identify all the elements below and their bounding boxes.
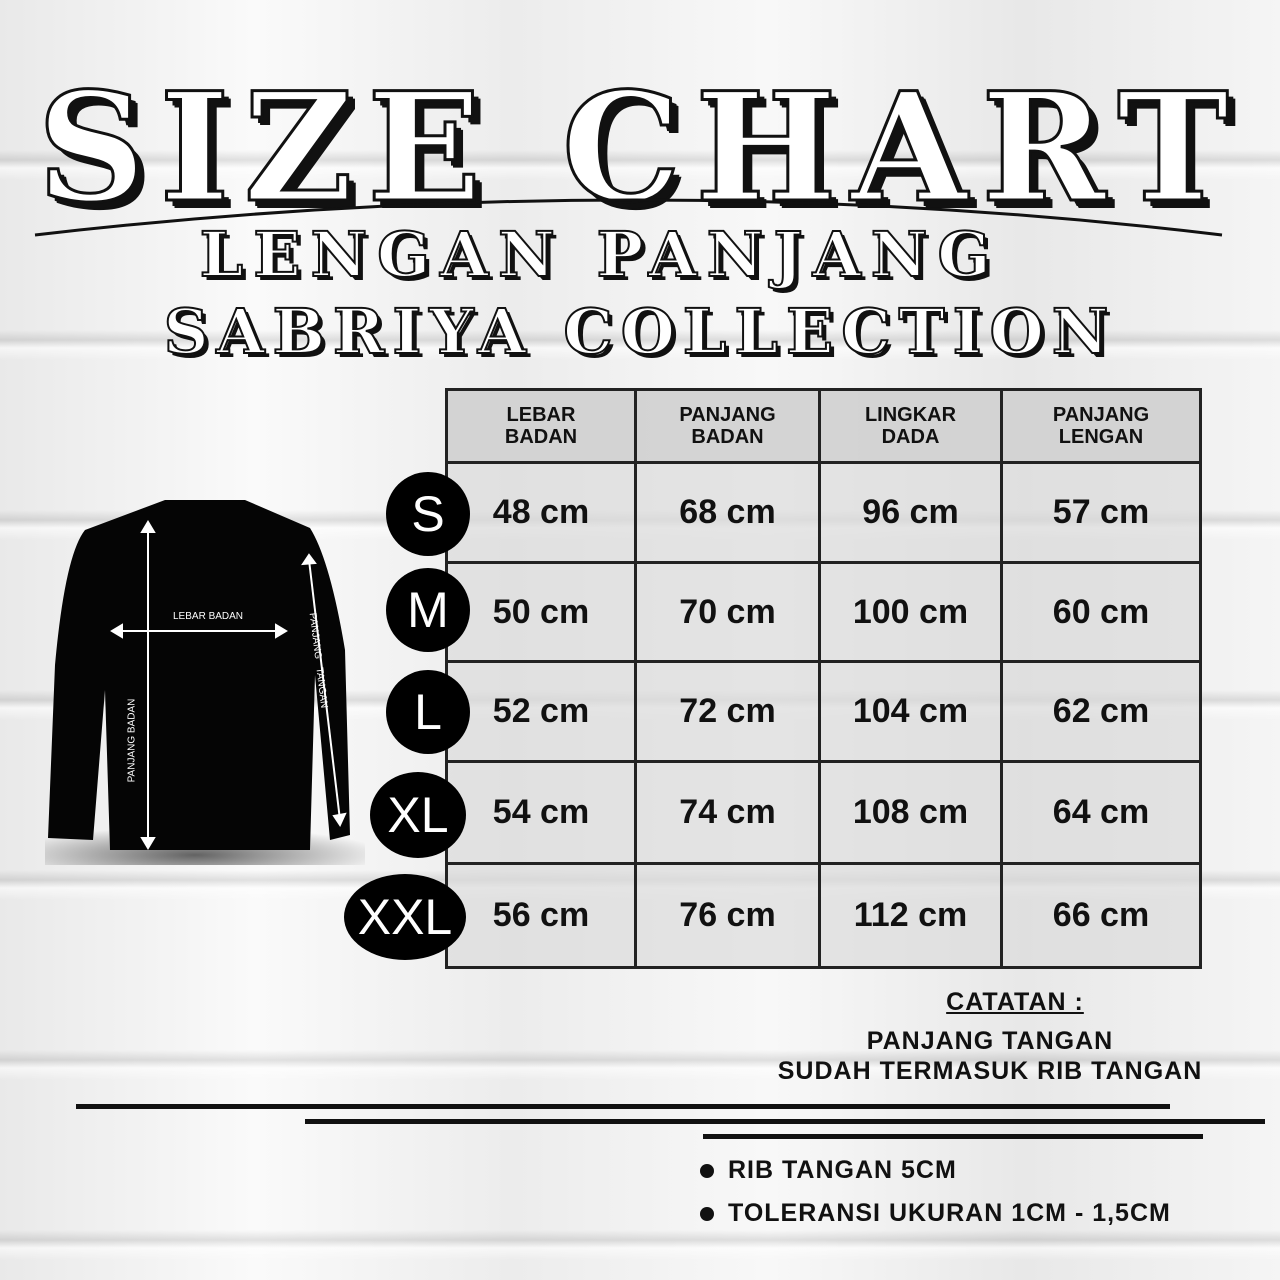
shirt-diagram: LEBAR BADAN PANJANG BADAN PANJANG TANGAN [5,500,385,883]
subtitle-lengan-panjang: LENGAN PANJANG [199,217,1001,292]
table-header-row: LEBAR BADAN PANJANG BADAN LINGKAR DADA PANJ… [445,388,1202,464]
table-cell: 50 cm [445,561,637,663]
table-cell: 108 cm [818,760,1003,865]
column-header: LEBAR BADAN [445,388,637,464]
column-header: PANJANG LENGAN [1000,388,1202,464]
size-badge-l: L [386,670,470,754]
table-cell: 56 cm [445,862,637,969]
bullet-text: TOLERANSI UKURAN 1CM - 1,5CM [728,1199,1171,1227]
title-underline-arc [34,198,1223,237]
size-badge-s: S [386,472,470,556]
table-cell: 48 cm [445,461,637,564]
bullet-text: RIB TANGAN 5CM [728,1156,957,1184]
size-table: LEBAR BADAN PANJANG BADAN LINGKAR DADA PANJ… [445,388,1202,969]
size-badge-xl: XL [370,772,466,858]
table-row: 52 cm 72 cm 104 cm 62 cm [445,660,1202,763]
note-line-2: SUDAH TERMASUK RIB TANGAN [777,1057,1203,1085]
table-row: 56 cm 76 cm 112 cm 66 cm [445,862,1202,969]
table-cell: 104 cm [818,660,1003,763]
notes-heading: CATATAN : [946,988,1084,1016]
table-cell: 68 cm [634,461,821,564]
divider [703,1134,1203,1139]
panjang-badan-label: PANJANG BADAN [126,698,138,783]
size-badge-m: M [386,568,470,652]
divider [76,1104,1170,1109]
table-cell: 72 cm [634,660,821,763]
table-cell: 66 cm [1000,862,1202,969]
table-cell: 52 cm [445,660,637,763]
table-row: 50 cm 70 cm 100 cm 60 cm [445,561,1202,663]
table-cell: 54 cm [445,760,637,865]
table-cell: 74 cm [634,760,821,865]
bullet-item: TOLERANSI UKURAN 1CM - 1,5CM [700,1199,1171,1228]
bullet-icon [700,1163,714,1178]
table-cell: 60 cm [1000,561,1202,663]
bullet-item: RIB TANGAN 5CM [700,1156,957,1185]
table-row: 48 cm 68 cm 96 cm 57 cm [445,461,1202,564]
table-cell: 112 cm [818,862,1003,969]
table-cell: 76 cm [634,862,821,969]
table-cell: 100 cm [818,561,1003,663]
lebar-badan-label: LEBAR BADAN [173,611,244,622]
table-cell: 96 cm [818,461,1003,564]
column-header: LINGKAR DADA [818,388,1003,464]
bullet-icon [700,1206,714,1221]
table-cell: 62 cm [1000,660,1202,763]
table-cell: 57 cm [1000,461,1202,564]
table-cell: 64 cm [1000,760,1202,865]
table-row: 54 cm 74 cm 108 cm 64 cm [445,760,1202,865]
note-line-1: PANJANG TANGAN [866,1027,1114,1055]
divider [305,1119,1265,1124]
column-header: PANJANG BADAN [634,388,821,464]
table-cell: 70 cm [634,561,821,663]
title: SIZE CHART [36,59,1243,238]
subtitle-collection: SABRIYA COLLECTION [163,294,1117,369]
size-badge-xxl: XXL [344,874,466,960]
